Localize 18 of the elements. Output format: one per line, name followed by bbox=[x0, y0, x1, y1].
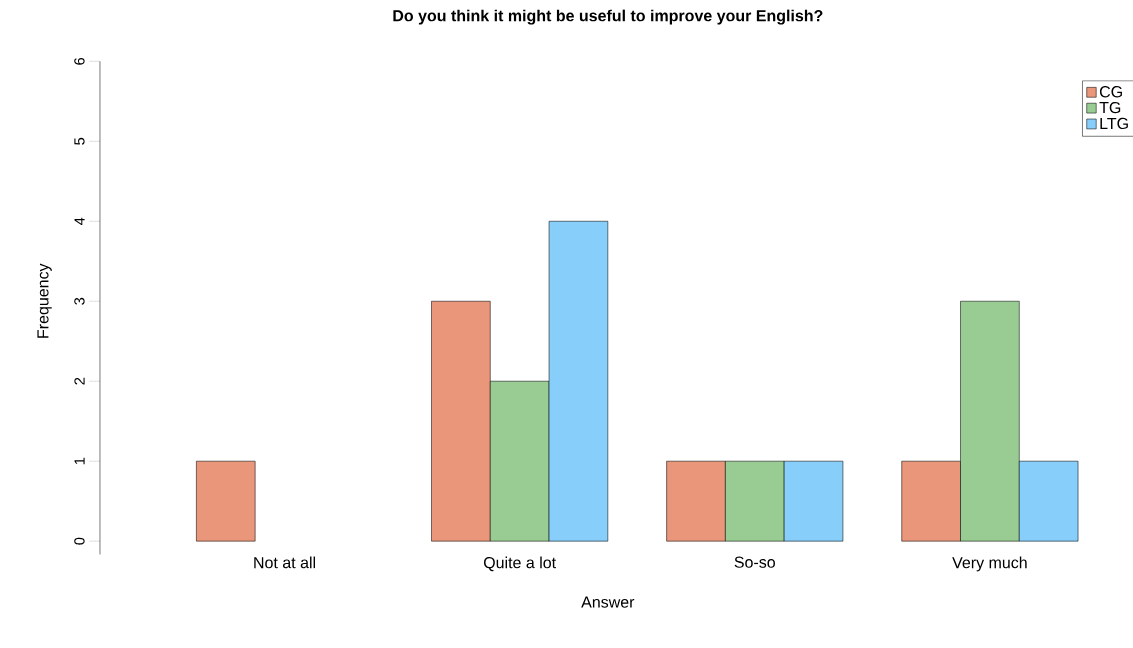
x-tick-label: Quite a lot bbox=[483, 556, 556, 572]
y-axis-title: Frequency bbox=[37, 263, 52, 338]
x-tick-label: So-so bbox=[734, 556, 775, 568]
legend-label: CG bbox=[1099, 86, 1122, 98]
y-tick-label: 2 bbox=[74, 377, 85, 385]
chart-title: Do you think it might be useful to improve your English? bbox=[393, 9, 823, 25]
y-tick-label: 6 bbox=[74, 57, 85, 65]
y-tick-label: 0 bbox=[74, 537, 85, 545]
y-tick-label: 5 bbox=[74, 137, 85, 145]
legend-label: LTG bbox=[1100, 117, 1128, 130]
bar bbox=[196, 461, 256, 542]
legend-label: TG bbox=[1099, 102, 1121, 114]
x-tick-label: Very much bbox=[952, 556, 1027, 572]
x-tick-label: Not at all bbox=[254, 556, 316, 569]
y-tick-label: 1 bbox=[74, 457, 85, 465]
x-axis-title: Answer bbox=[581, 596, 635, 608]
y-tick-label: 3 bbox=[74, 297, 85, 305]
y-tick-label: 4 bbox=[74, 217, 85, 226]
